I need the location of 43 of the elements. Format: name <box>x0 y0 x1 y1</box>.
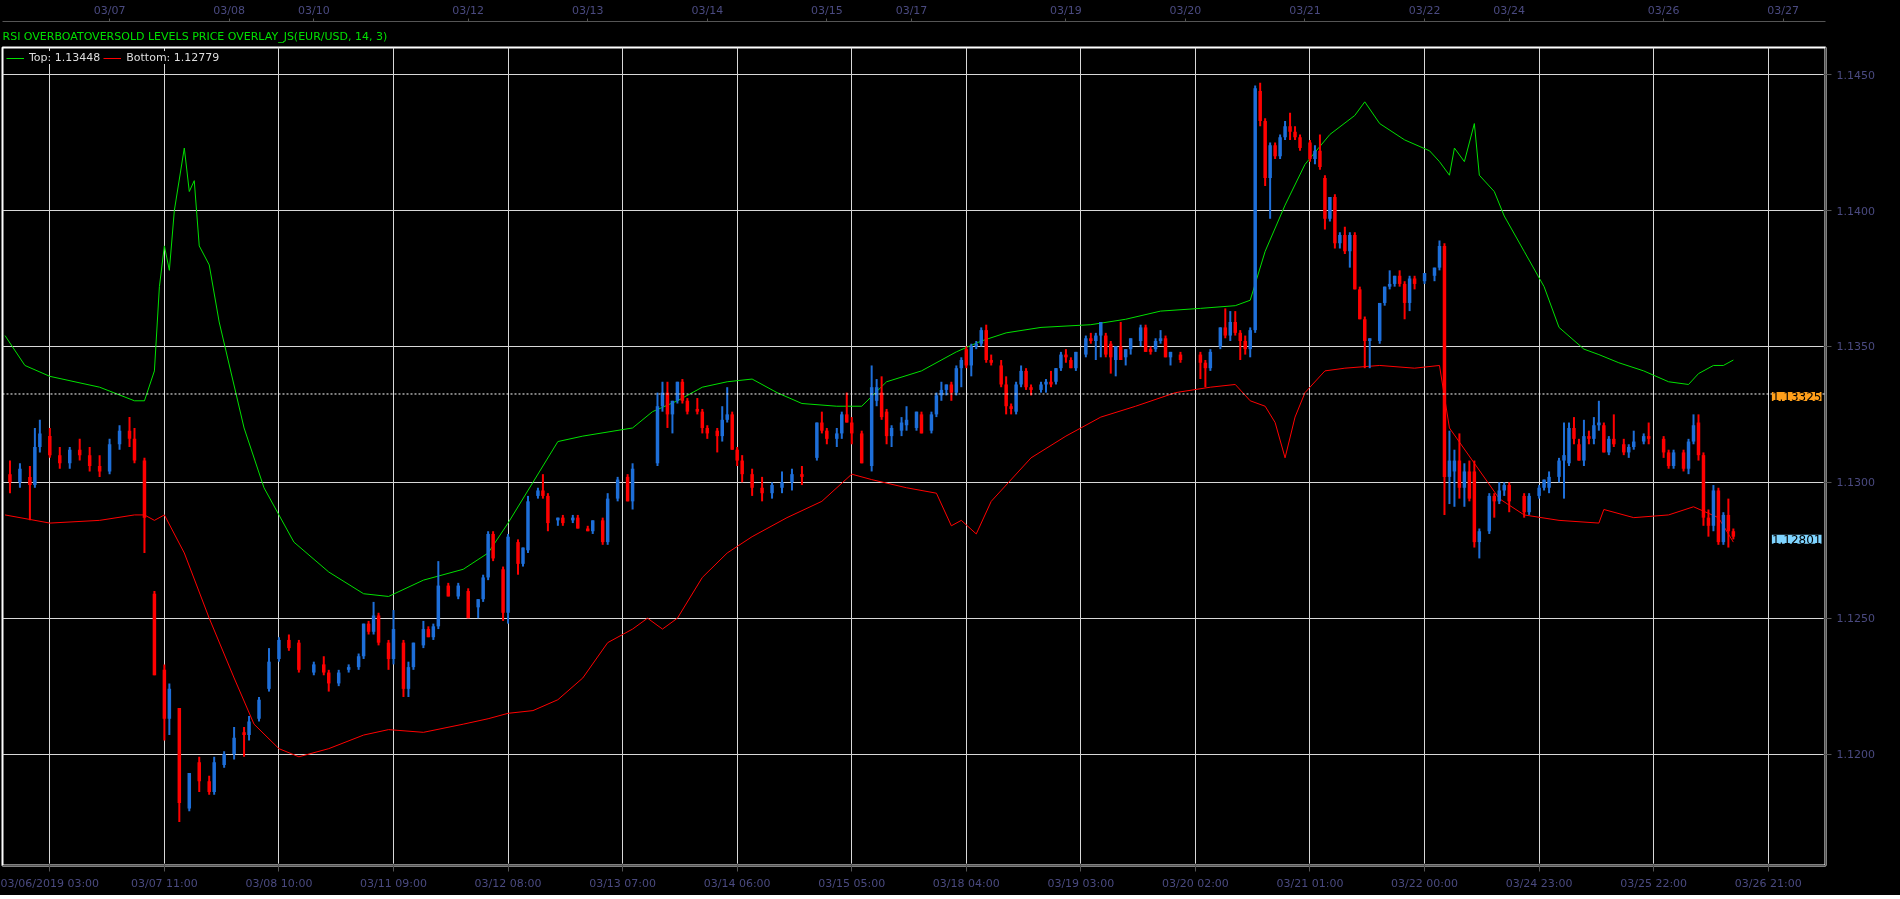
line-series <box>4 101 1734 597</box>
x-tick-label: 03/12 08:00 <box>474 876 542 890</box>
category-label: 03/14 <box>691 3 724 17</box>
category-label: 03/12 <box>452 3 485 17</box>
chart-title: RSI OVERBOATOVERSOLD LEVELS PRICE OVERLAY_JS(EUR/USD, 14, 3) <box>2 29 388 43</box>
category-label: 03/20 <box>1169 3 1202 17</box>
legend-label: Bottom: 1.12779 <box>126 51 220 64</box>
category-label: 03/15 <box>810 3 843 17</box>
y-tick-label: 1.1300 <box>1836 476 1875 490</box>
x-tick-label: 03/15 05:00 <box>818 876 886 890</box>
x-tick-label: 03/18 04:00 <box>932 876 1000 890</box>
x-tick-label: 03/21 01:00 <box>1276 876 1344 890</box>
category-label: 03/08 <box>213 3 245 17</box>
legend-label: Top: 1.13448 <box>29 51 101 64</box>
category-label: 03/19 <box>1050 3 1082 17</box>
y-tick-label: 1.1450 <box>1836 68 1875 82</box>
x-tick-label: 03/20 02:00 <box>1161 876 1229 890</box>
x-tick-label: 03/19 03:00 <box>1047 876 1115 890</box>
x-tick-label: 03/14 06:00 <box>703 876 771 890</box>
category-label: 03/24 <box>1493 3 1526 17</box>
category-label: 03/10 <box>297 3 330 17</box>
x-tick-label: 03/06/2019 03:00 <box>0 876 100 890</box>
category-label: 03/17 <box>895 3 928 17</box>
y-tick-label: 1.1250 <box>1836 612 1875 626</box>
x-tick-label: 03/07 11:00 <box>130 876 198 890</box>
y-tick-label: 1.1350 <box>1836 340 1875 354</box>
annotation: 1.12801 <box>1771 532 1822 547</box>
category-label: 03/21 <box>1289 3 1321 17</box>
category-label: 03/13 <box>571 3 604 17</box>
y-tick-label: 1.1200 <box>1836 748 1875 762</box>
x-tick-label: 03/26 21:00 <box>1734 876 1802 890</box>
category-label: 03/22 <box>1408 3 1441 17</box>
x-tick-label: 03/08 10:00 <box>245 876 313 890</box>
x-tick-label: 03/22 00:00 <box>1391 876 1458 890</box>
y-tick-label: 1.1400 <box>1836 204 1875 218</box>
category-label: 03/07 <box>93 3 126 17</box>
x-tick-label: 03/25 22:00 <box>1620 876 1688 890</box>
ref-line-label: 1.13325 <box>1771 390 1822 404</box>
category-label: 03/27 <box>1767 3 1800 17</box>
x-tick-label: 03/24 23:00 <box>1505 876 1573 890</box>
category-label: 03/26 <box>1647 3 1680 17</box>
x-tick-label: 03/13 07:00 <box>589 876 657 890</box>
x-tick-label: 03/11 09:00 <box>360 876 427 890</box>
